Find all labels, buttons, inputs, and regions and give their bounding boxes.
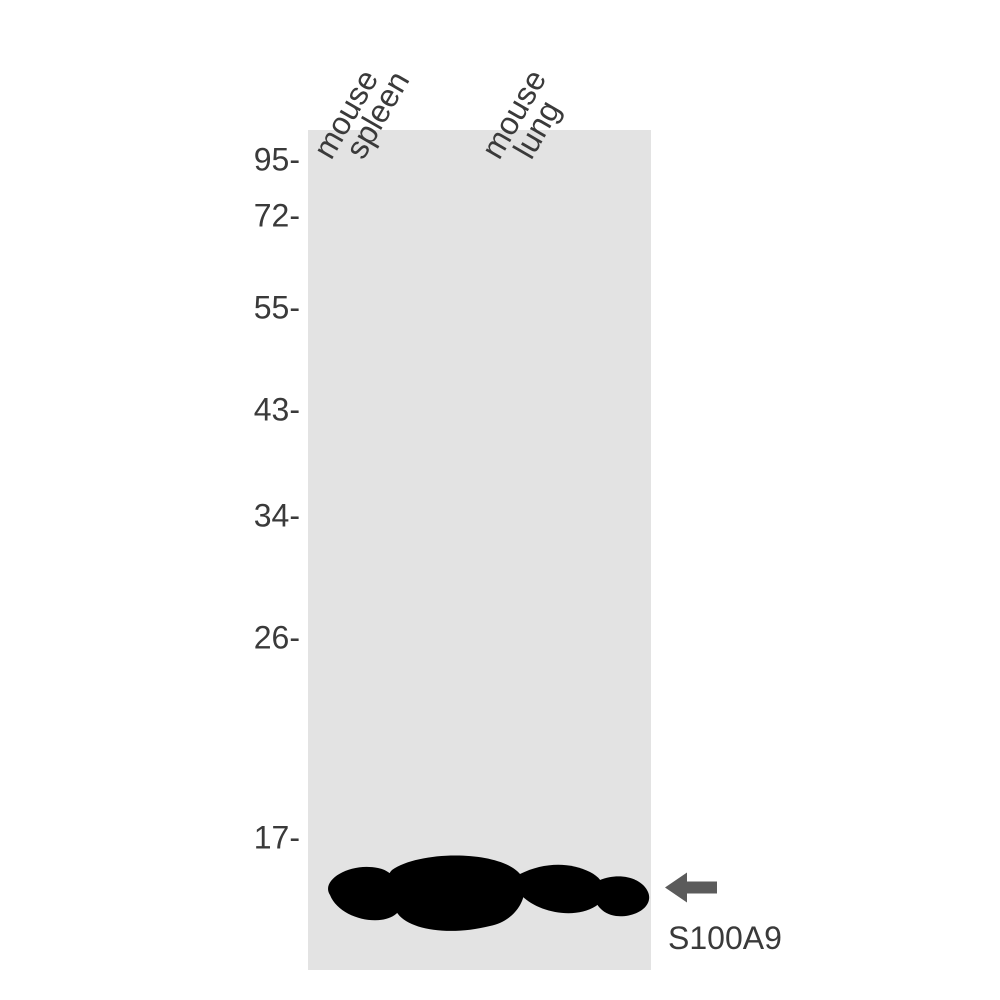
western-blot-figure: { "figure": { "type": "western-blot", "c… bbox=[0, 0, 1000, 1000]
mw-marker: 43- bbox=[254, 392, 300, 429]
target-arrow bbox=[665, 873, 717, 908]
target-label: S100A9 bbox=[668, 920, 782, 957]
mw-marker: 17- bbox=[254, 820, 300, 857]
blot-membrane bbox=[308, 130, 651, 970]
mw-marker: 34- bbox=[254, 498, 300, 535]
target-text: S100A9 bbox=[668, 920, 782, 956]
mw-marker: 72- bbox=[254, 198, 300, 235]
mw-marker: 55- bbox=[254, 290, 300, 327]
mw-marker: 95- bbox=[254, 142, 300, 179]
mw-marker: 26- bbox=[254, 620, 300, 657]
